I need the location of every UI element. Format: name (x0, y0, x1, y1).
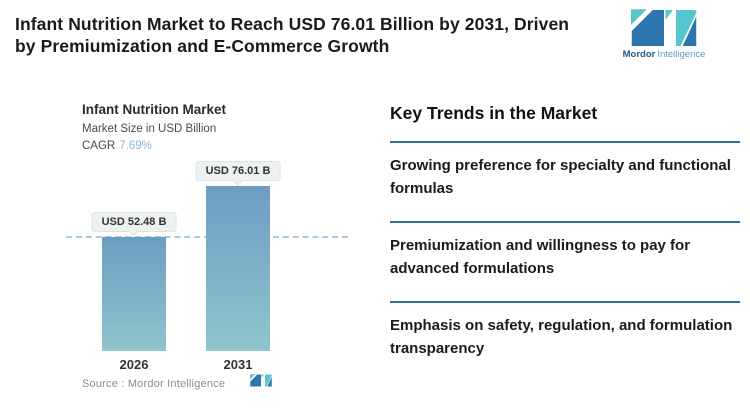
trend-item-1: Growing preference for specialty and fun… (390, 141, 740, 221)
source-logo (250, 374, 272, 392)
market-chart-panel: Infant Nutrition Market Market Size in U… (66, 101, 358, 372)
chart-subtitle: Market Size in USD Billion (82, 123, 217, 135)
x-axis-tick-label: 2031 (223, 357, 253, 372)
x-axis-tick-label: 2026 (119, 357, 149, 372)
page-title: Infant Nutrition Market to Reach USD 76.… (15, 13, 627, 57)
brand-logo: Mordor Intelligence (620, 9, 708, 60)
source-text: Source : Mordor Intelligence (82, 378, 226, 390)
page-title-line1: Infant Nutrition Market to Reach USD 76.… (15, 14, 570, 34)
bar (102, 237, 166, 351)
trend-text: Premiumization and willingness to pay fo… (390, 237, 691, 277)
bar (206, 186, 270, 351)
cagr-value: 7.69% (119, 140, 152, 152)
bar-value-label: USD 52.48 B (91, 212, 177, 232)
bar-chart-plot-area: USD 52.48 B 2026 USD 76.01 B 2031 (66, 161, 348, 372)
mordor-logo-icon (631, 9, 697, 46)
brand-name-light: Intelligence (657, 49, 706, 60)
mordor-logo-small-icon (250, 374, 272, 387)
trend-text: Emphasis on safety, regulation, and form… (390, 317, 733, 357)
brand-name-bold: Mordor (622, 49, 656, 60)
cagr-label: CAGR (82, 140, 116, 152)
chart-cagr: CAGR 7.69% (82, 139, 358, 153)
page-title-line2: by Premiumization and E-Commerce Growth (15, 36, 390, 56)
key-trends-panel: Key Trends in the Market Growing prefere… (390, 101, 740, 381)
brand-name: Mordor Intelligence (620, 49, 708, 60)
trend-text: Growing preference for specialty and fun… (390, 157, 731, 197)
trend-item-3: Emphasis on safety, regulation, and form… (390, 301, 740, 381)
bar-value-label: USD 76.01 B (195, 161, 281, 181)
chart-title: Infant Nutrition Market (82, 102, 226, 117)
trends-heading: Key Trends in the Market (390, 103, 598, 123)
trend-item-2: Premiumization and willingness to pay fo… (390, 221, 740, 301)
source-row: Source : Mordor Intelligence (82, 374, 358, 390)
